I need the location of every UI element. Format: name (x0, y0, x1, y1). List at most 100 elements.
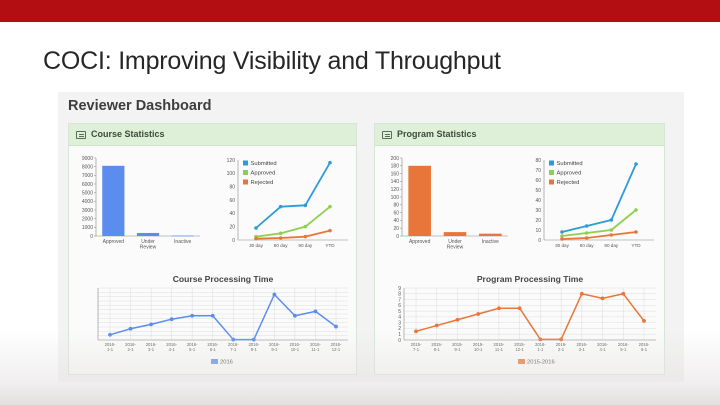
legend-label: Submitted (557, 161, 583, 167)
y-tick-label: 80 (393, 203, 399, 209)
legend-swatch (243, 179, 248, 185)
legend-swatch (243, 170, 248, 175)
data-point (303, 234, 308, 239)
data-point (560, 237, 564, 241)
y-tick-label: 2 (398, 326, 401, 332)
x-tick-label: 90 day (298, 243, 312, 248)
y-tick-label: 60 (229, 198, 235, 204)
data-point (278, 204, 283, 209)
series-line (415, 293, 645, 341)
data-point (128, 326, 133, 331)
list-icon (382, 131, 392, 139)
slide-title: COCI: Improving Visibility and Throughpu… (43, 47, 501, 75)
program-statistics-header[interactable]: Program Statistics (375, 124, 664, 146)
y-tick-label: 120 (391, 187, 400, 193)
y-tick-label: 2000 (82, 216, 93, 222)
course-statistics-title: Course Statistics (91, 129, 165, 139)
y-tick-label: 10 (535, 228, 541, 234)
legend-swatch (549, 179, 554, 185)
y-tick-label: 20 (229, 224, 235, 230)
course-submissions-line-chart: 0 20 40 60 80 100 120 30 day 60 day 90 day YTD Subm… (227, 158, 348, 248)
x-tick-label: 90 day (604, 243, 618, 248)
data-point (497, 306, 501, 311)
data-point (303, 224, 308, 229)
data-point (434, 323, 439, 328)
y-tick-label: 3 (398, 320, 401, 326)
x-tick-label: Approved (103, 239, 125, 245)
legend-swatch (243, 160, 248, 166)
y-tick-label: 70 (535, 168, 541, 174)
series-line (561, 163, 637, 233)
y-tick-label: 8 (398, 292, 401, 298)
y-tick-label: 0 (396, 234, 399, 240)
data-point (278, 236, 283, 240)
dashboard-title: Reviewer Dashboard (68, 98, 212, 114)
data-point (584, 224, 589, 228)
series-line (255, 205, 331, 238)
y-tick-label: 9 (398, 286, 401, 292)
y-tick-label: 80 (535, 158, 541, 164)
series-line (561, 231, 637, 240)
bar (408, 165, 431, 236)
data-point (254, 226, 258, 230)
y-tick-label: 3000 (82, 208, 93, 214)
data-point (642, 319, 646, 323)
legend-label: Approved (251, 171, 276, 177)
series-line (109, 293, 337, 341)
photo-vignette (0, 330, 720, 405)
y-tick-label: 1000 (82, 225, 93, 231)
x-tick-label: Approved (409, 239, 431, 245)
data-point (609, 218, 614, 222)
legend-label: Submitted (251, 161, 277, 167)
legend-swatch (549, 170, 554, 175)
series-line (255, 162, 331, 229)
x-tick-label: 30 day (249, 243, 263, 248)
course-status-bar-chart: 0 1000 2000 3000 4000 5000 6000 7000 8000 9000 App… (82, 156, 200, 251)
y-tick-label: 160 (391, 171, 400, 177)
y-tick-label: 9000 (82, 156, 93, 162)
y-tick-label: 7 (398, 297, 401, 303)
data-point (293, 313, 297, 318)
y-tick-label: 6 (398, 303, 401, 309)
data-point (621, 291, 626, 296)
course-statistics-header[interactable]: Course Statistics (69, 124, 356, 146)
bar (443, 232, 467, 236)
data-point (609, 228, 614, 232)
data-point (313, 309, 318, 314)
chart-title: Course Processing Time (173, 274, 274, 284)
y-tick-label: 80 (229, 184, 235, 190)
data-point (169, 317, 174, 322)
data-point (334, 324, 338, 329)
x-tick-label: 30 day (555, 243, 569, 248)
data-point (190, 313, 195, 318)
x-tick-label: 60 day (274, 243, 288, 248)
series-line (255, 229, 331, 240)
legend-swatch (549, 160, 554, 166)
y-tick-label: 60 (393, 210, 399, 216)
legend-label: Rejected (557, 180, 580, 186)
data-point (600, 296, 605, 301)
data-point (560, 234, 564, 238)
y-tick-label: 120 (227, 158, 236, 164)
data-point (634, 162, 638, 166)
legend-label: Rejected (251, 180, 274, 186)
y-tick-label: 20 (393, 226, 399, 232)
data-point (303, 203, 308, 208)
x-tick-label: Inactive (174, 239, 191, 245)
bar (102, 165, 125, 236)
list-icon (76, 131, 86, 139)
y-tick-label: 40 (393, 218, 399, 224)
y-tick-label: 200 (391, 156, 400, 162)
bar (171, 235, 194, 237)
x-tick-label: Inactive (482, 239, 499, 245)
data-point (149, 322, 153, 327)
y-tick-label: 40 (535, 198, 541, 204)
y-tick-label: 20 (535, 218, 541, 224)
y-tick-label: 100 (391, 195, 400, 201)
y-tick-label: 7000 (82, 173, 93, 179)
x-tick-label: Under Review (447, 239, 464, 251)
data-point (517, 306, 522, 311)
y-tick-label: 6000 (82, 182, 93, 188)
y-tick-label: 100 (227, 171, 236, 177)
